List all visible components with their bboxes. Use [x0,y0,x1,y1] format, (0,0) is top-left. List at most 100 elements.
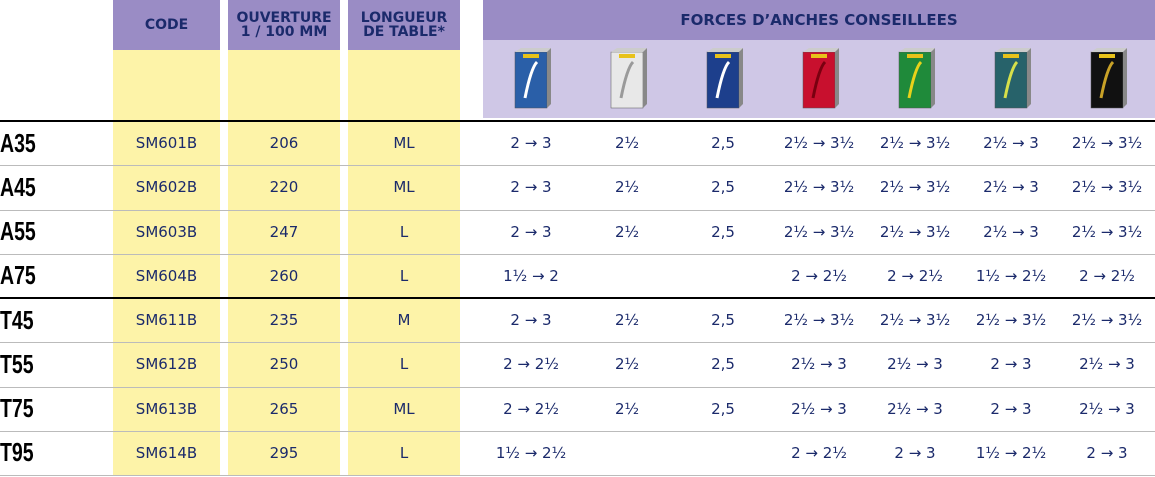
row-label: T55 [0,342,83,386]
force-cell: 2,5 [675,342,771,386]
table-page: CODE OUVERTURE1 / 100 MM LONGUEURDE TABLE*… [0,0,1155,477]
code-cell: SM601B [113,121,220,165]
force-cell: 2 → 2½ [483,342,579,386]
header-line: LONGUEUR [348,11,460,25]
force-cell: 2½ [579,387,675,431]
force-cell: 2½ → 3 [1059,342,1155,386]
ouverture-cell: 260 [228,254,340,298]
force-cell: 2½ → 3½ [1059,298,1155,342]
code-cell: SM611B [113,298,220,342]
longueur-cell: ML [348,121,460,165]
ouverture-cell: 220 [228,165,340,209]
force-cell: 2 → 2½ [1059,254,1155,298]
reed-box-image [607,48,647,110]
code-cell: SM603B [113,210,220,254]
force-cell: 2 → 3 [483,298,579,342]
row-label: T45 [0,298,83,342]
force-cell: 2½ → 3½ [1059,210,1155,254]
row-label: A45 [0,165,83,209]
group-rule [0,297,1155,299]
force-cell: 2½ → 3½ [1059,165,1155,209]
force-cell: 2,5 [675,165,771,209]
force-cell: 2 → 3 [963,342,1059,386]
ouverture-cell: 295 [228,431,340,475]
force-cell: 2½ → 3 [771,387,867,431]
longueur-cell: L [348,342,460,386]
ouverture-cell: 250 [228,342,340,386]
force-cell: 2½ → 3 [1059,387,1155,431]
force-cell: 2½ → 3½ [771,298,867,342]
force-cell: 2 → 2½ [771,431,867,475]
force-cell: 1½ → 2½ [963,431,1059,475]
longueur-cell: M [348,298,460,342]
force-cell: 2,5 [675,298,771,342]
force-cell: 1½ → 2½ [963,254,1059,298]
header-line: OUVERTURE [228,11,340,25]
code-cell: SM612B [113,342,220,386]
column-header: CODE [113,0,220,50]
ouverture-cell: 206 [228,121,340,165]
force-cell: 2,5 [675,121,771,165]
force-cell: 2 → 3 [483,210,579,254]
force-cell: 2½ → 3 [771,342,867,386]
force-cell: 2½ → 3½ [963,298,1059,342]
force-cell: 2 → 3 [483,165,579,209]
reed-box-image [1087,48,1127,110]
row-separator [0,475,1155,476]
force-cell: 2½ [579,298,675,342]
header-line: 1 / 100 MM [228,25,340,39]
force-cell: 2½ [579,121,675,165]
row-label: A75 [0,254,83,298]
force-cell: 2½ → 3½ [867,298,963,342]
force-cell: 2½ → 3½ [867,121,963,165]
force-cell: 2½ → 3½ [771,165,867,209]
row-label: T95 [0,431,83,475]
reed-box-image [511,48,551,110]
reed-box-image [799,48,839,110]
code-cell: SM602B [113,165,220,209]
ouverture-cell: 247 [228,210,340,254]
top-rule [0,120,1155,122]
row-label: A55 [0,210,83,254]
force-cell: 2½ → 3 [963,210,1059,254]
force-cell: 2 → 2½ [483,387,579,431]
force-cell: 2½ → 3½ [1059,121,1155,165]
reed-box-image [991,48,1031,110]
reed-box-image [895,48,935,110]
reed-box-image [703,48,743,110]
force-cell: 2 → 3 [963,387,1059,431]
force-cell: 2½ → 3½ [771,210,867,254]
force-cell: 2½ → 3 [963,165,1059,209]
force-cell: 2½ [579,165,675,209]
force-cell: 2½ → 3½ [867,165,963,209]
longueur-cell: ML [348,387,460,431]
row-label: T75 [0,387,83,431]
force-cell: 2½ → 3½ [771,121,867,165]
force-cell: 2½ → 3 [867,342,963,386]
code-cell: SM613B [113,387,220,431]
force-cell: 2 → 2½ [771,254,867,298]
longueur-cell: L [348,210,460,254]
force-cell: 2 → 2½ [867,254,963,298]
row-label: A35 [0,121,83,165]
longueur-cell: L [348,431,460,475]
force-cell: 2 → 3 [1059,431,1155,475]
force-cell: 2,5 [675,210,771,254]
code-cell: SM604B [113,254,220,298]
header-line: DE TABLE* [348,25,460,39]
force-cell: 2,5 [675,387,771,431]
longueur-cell: ML [348,165,460,209]
ouverture-cell: 235 [228,298,340,342]
force-cell: 1½ → 2 [483,254,579,298]
group-title: FORCES D’ANCHES CONSEILLEES [483,0,1155,40]
longueur-cell: L [348,254,460,298]
ouverture-cell: 265 [228,387,340,431]
force-cell: 2½ [579,342,675,386]
force-cell: 2½ → 3 [963,121,1059,165]
force-cell: 2½ → 3½ [867,210,963,254]
force-cell: 2 → 3 [483,121,579,165]
code-cell: SM614B [113,431,220,475]
force-cell: 2½ [579,210,675,254]
force-cell: 2 → 3 [867,431,963,475]
